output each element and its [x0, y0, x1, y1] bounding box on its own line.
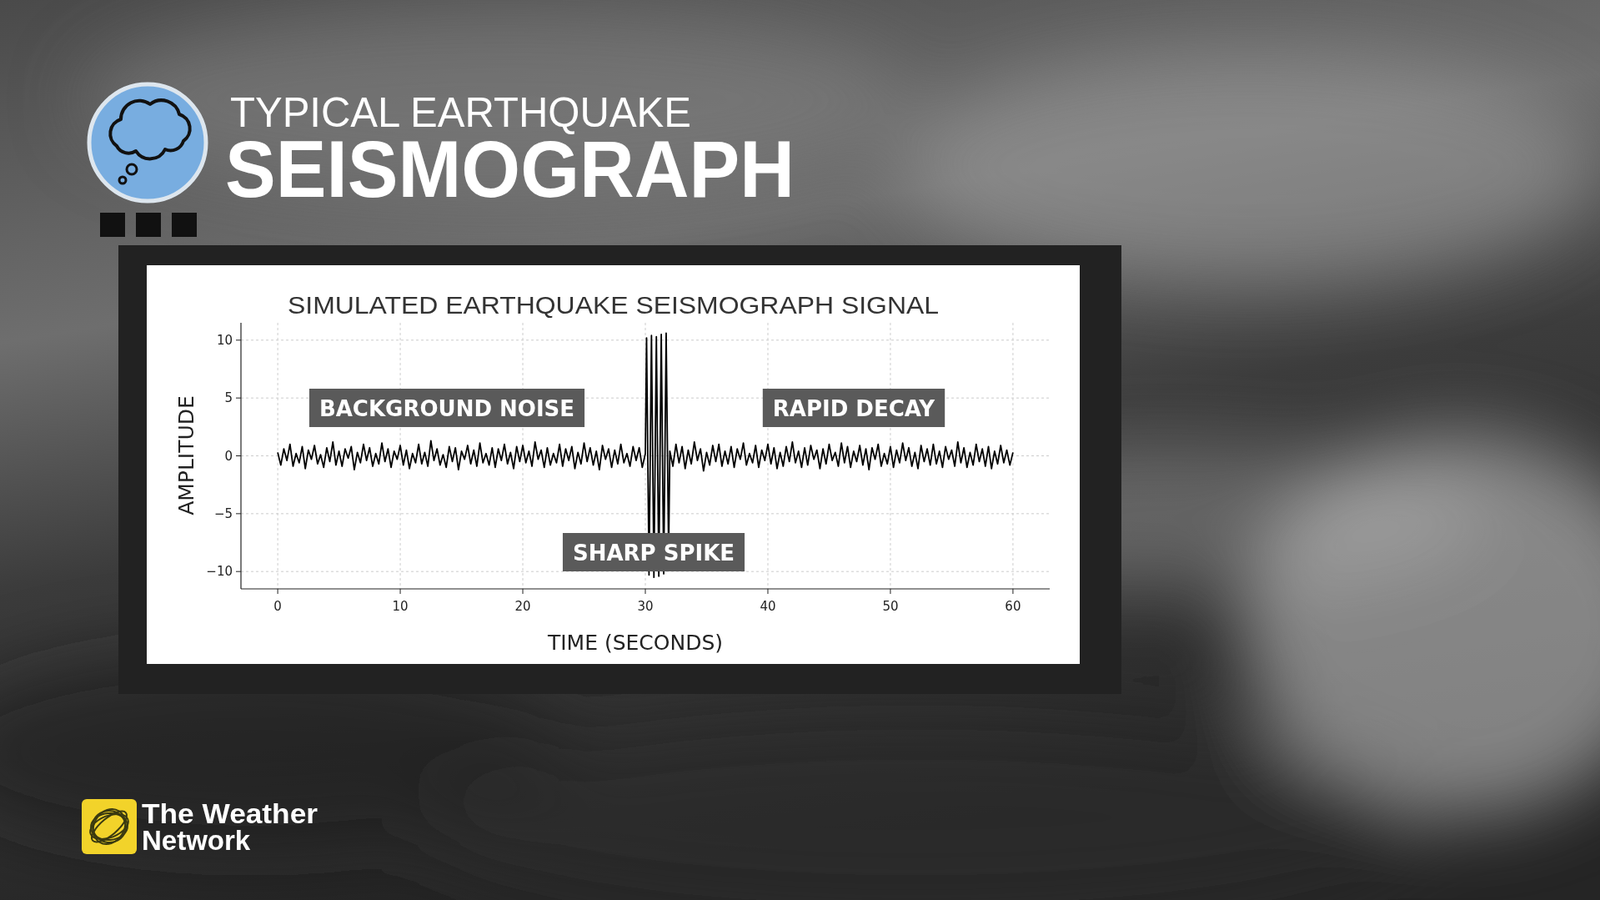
x-tick-label: 0	[273, 598, 282, 614]
y-tick	[235, 397, 241, 399]
logo-swirl	[89, 807, 130, 847]
chart-title: SIMULATED EARTHQUAKE SEISMOGRAPH SIGNAL	[287, 291, 939, 319]
y-tick-label: −10	[205, 563, 233, 579]
y-tick	[235, 455, 241, 457]
y-tick-label: 0	[224, 448, 233, 464]
clouds	[0, 8, 1600, 900]
icon-square	[171, 212, 197, 237]
chart-panel	[118, 245, 1122, 694]
signal-line	[277, 332, 1014, 577]
icon-square	[100, 212, 126, 237]
annotation-box	[562, 532, 745, 572]
x-tick-label: 60	[1004, 598, 1021, 614]
icon-bubble	[126, 164, 137, 175]
grid-line-y	[240, 339, 1050, 341]
icon-bubble	[119, 176, 126, 184]
brand-line: Network	[141, 824, 251, 856]
x-tick-label: 30	[636, 598, 653, 614]
x-tick	[1012, 588, 1014, 594]
x-tick-label: 10	[392, 598, 409, 614]
icon-square	[135, 212, 161, 237]
x-tick-label: 40	[759, 598, 776, 614]
icon-cloud	[110, 100, 190, 159]
title-main: SEISMOGRAPH	[225, 124, 795, 214]
annotation-box	[309, 388, 585, 427]
x-tick	[767, 588, 768, 594]
x-tick	[645, 588, 647, 594]
x-tick	[400, 588, 402, 594]
x-tick-label: 50	[882, 598, 898, 614]
x-tick	[889, 588, 891, 594]
y-tick-label: −5	[214, 506, 233, 522]
y-tick-label: 5	[224, 390, 233, 406]
ground	[416, 717, 1418, 900]
annotation-box	[762, 388, 945, 427]
stage: TYPICAL EARTHQUAKESEISMOGRAPHSIMULATED E…	[0, 0, 1600, 900]
chart-card	[146, 265, 1080, 664]
y-tick	[235, 512, 241, 514]
grid-line-y	[240, 512, 1050, 514]
grid-line-x	[400, 322, 402, 589]
x-axis	[240, 587, 1050, 589]
grid-line-x	[889, 322, 891, 589]
annotations: BACKGROUND NOISE RAPID DECAY SHARP SPIKE	[309, 388, 945, 572]
logo-mark	[86, 802, 132, 850]
y-tick-label: 10	[216, 332, 233, 348]
y-axis	[240, 322, 241, 589]
x-tick-label: 20	[514, 598, 531, 614]
icon-circle	[89, 84, 206, 201]
x-axis-label: TIME (SECONDS)	[546, 630, 723, 655]
annotation-text: SHARP SPIKE	[572, 540, 735, 566]
annotation-text: RAPID DECAY	[772, 396, 937, 422]
logo-swirl	[86, 802, 132, 850]
annotation-text: BACKGROUND NOISE	[319, 396, 575, 422]
logo-square	[81, 798, 137, 854]
grid	[240, 322, 1050, 589]
x-tick	[277, 588, 279, 594]
y-tick	[235, 571, 241, 572]
data-group	[277, 332, 1014, 577]
x-tick	[522, 588, 524, 594]
y-tick	[235, 339, 241, 341]
y-axis-label: AMPLITUDE	[174, 395, 199, 516]
